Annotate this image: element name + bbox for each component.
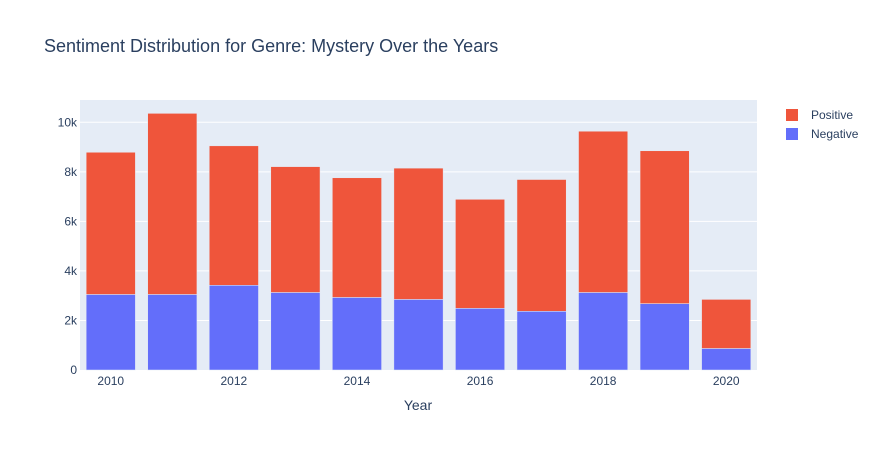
y-tick-label: 2k — [64, 313, 78, 327]
legend-item-negative[interactable]: Negative — [786, 127, 859, 141]
bar-positive-2018[interactable] — [578, 130, 629, 293]
bar-positive-2015[interactable] — [393, 167, 444, 300]
x-axis-title: Year — [404, 397, 433, 413]
y-tick-label: 10k — [58, 115, 78, 129]
bar-negative-2016[interactable] — [455, 308, 505, 371]
y-tick-label: 8k — [64, 165, 78, 179]
bar-negative-2019[interactable] — [639, 303, 690, 371]
legend[interactable]: Positive Negative — [786, 108, 859, 141]
legend-label: Positive — [811, 108, 853, 122]
y-axis: 0 2k 4k 6k 8k 10k — [58, 115, 78, 377]
x-tick-label: 2012 — [221, 374, 248, 388]
bar-positive-2019[interactable] — [639, 150, 690, 304]
y-tick-label: 0 — [70, 363, 77, 377]
x-tick-label: 2016 — [467, 374, 494, 388]
x-tick-label: 2020 — [713, 374, 740, 388]
chart-title: Sentiment Distribution for Genre: Myster… — [44, 36, 498, 56]
x-tick-label: 2010 — [97, 374, 124, 388]
bar-negative-2015[interactable] — [393, 299, 444, 371]
series-positive — [85, 113, 752, 349]
legend-label: Negative — [811, 127, 859, 141]
bar-positive-2012[interactable] — [208, 145, 259, 286]
bar-positive-2020[interactable] — [701, 299, 752, 349]
bar-positive-2011[interactable] — [147, 113, 198, 295]
x-axis: 2010 2012 2014 2016 2018 2020 — [97, 374, 739, 388]
bar-positive-2013[interactable] — [270, 166, 321, 293]
x-tick-label: 2014 — [344, 374, 371, 388]
bar-negative-2020[interactable] — [701, 348, 752, 371]
bar-negative-2013[interactable] — [270, 292, 321, 371]
bar-positive-2014[interactable] — [332, 177, 382, 298]
bar-negative-2017[interactable] — [516, 311, 567, 371]
legend-swatch — [786, 128, 798, 140]
legend-swatch — [786, 109, 798, 121]
bar-positive-2016[interactable] — [455, 199, 505, 309]
legend-item-positive[interactable]: Positive — [786, 108, 853, 122]
y-tick-label: 4k — [64, 264, 78, 278]
bar-positive-2017[interactable] — [516, 179, 567, 312]
bar-negative-2018[interactable] — [578, 292, 629, 371]
x-tick-label: 2018 — [590, 374, 617, 388]
bar-positive-2010[interactable] — [85, 152, 136, 295]
y-tick-label: 6k — [64, 214, 78, 228]
bars — [85, 113, 752, 371]
bar-negative-2011[interactable] — [147, 294, 198, 371]
bar-negative-2014[interactable] — [332, 297, 382, 371]
bar-negative-2010[interactable] — [85, 294, 136, 371]
bar-negative-2012[interactable] — [208, 285, 259, 371]
series-negative — [85, 285, 752, 371]
